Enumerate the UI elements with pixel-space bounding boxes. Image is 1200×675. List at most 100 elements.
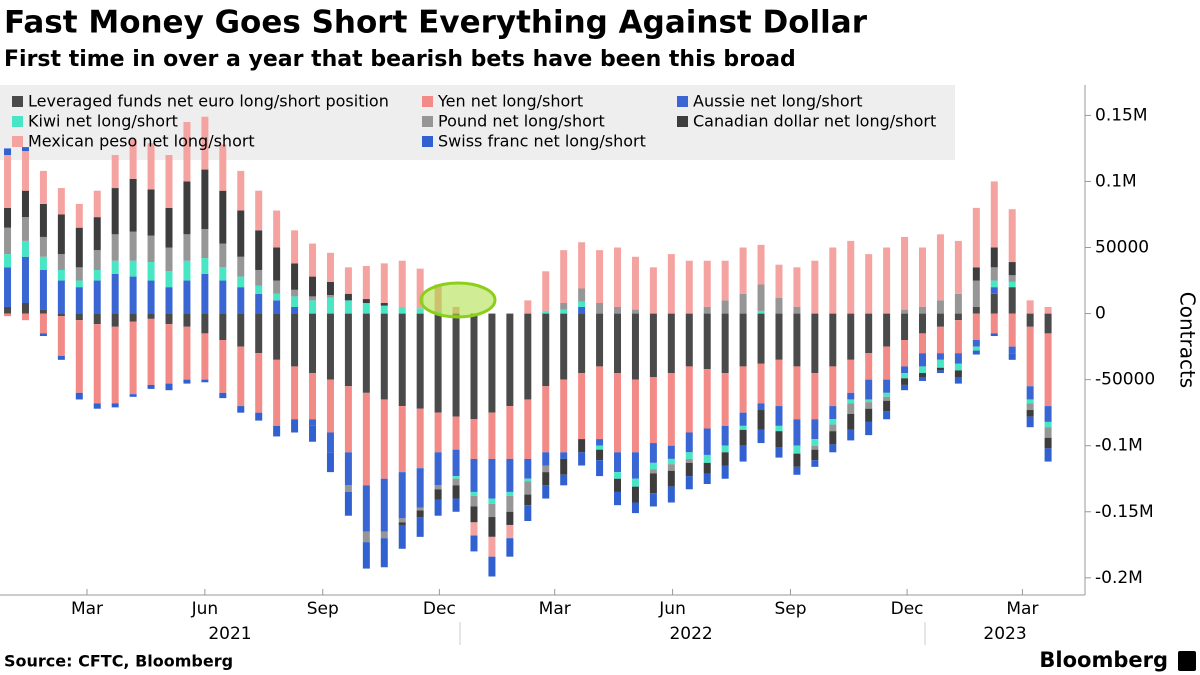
bar-segment bbox=[972, 340, 980, 347]
bar-segment bbox=[237, 256, 245, 277]
bar-segment bbox=[291, 419, 299, 433]
bar-segment bbox=[93, 190, 101, 218]
bar-segment bbox=[936, 234, 944, 301]
bar-segment bbox=[39, 309, 47, 314]
bar-segment bbox=[829, 247, 837, 314]
bar-segment bbox=[901, 313, 909, 340]
bar-segment bbox=[721, 373, 729, 426]
legend-swatch bbox=[422, 96, 433, 107]
bar-segment bbox=[990, 313, 998, 334]
bar-segment bbox=[488, 517, 496, 537]
bar-segment bbox=[757, 244, 765, 285]
bar-segment bbox=[129, 276, 137, 314]
bar-segment bbox=[936, 326, 944, 354]
bar-segment bbox=[757, 310, 765, 314]
bar-segment bbox=[165, 271, 173, 288]
bar-segment bbox=[362, 531, 370, 543]
y-tick-label: -50000 bbox=[1095, 370, 1155, 390]
bar-segment bbox=[147, 384, 155, 389]
bar-segment bbox=[1026, 386, 1034, 400]
bar-segment bbox=[649, 313, 657, 377]
bar-segment bbox=[398, 518, 406, 523]
bar-segment bbox=[452, 478, 460, 486]
bar-segment bbox=[237, 346, 245, 407]
bar-segment bbox=[775, 447, 783, 458]
bar-segment bbox=[578, 373, 586, 440]
bar-segment bbox=[793, 306, 801, 314]
bar-segment bbox=[757, 363, 765, 404]
legend-swatch bbox=[677, 96, 688, 107]
bar-segment bbox=[793, 267, 801, 307]
bar-segment bbox=[721, 313, 729, 374]
bar-segment bbox=[416, 468, 424, 508]
bar-segment bbox=[219, 243, 227, 268]
bar-segment bbox=[506, 458, 514, 492]
bar-segment bbox=[614, 313, 622, 374]
bar-segment bbox=[919, 247, 927, 307]
bar-segment bbox=[811, 419, 819, 440]
bar-segment bbox=[470, 506, 478, 523]
bar-segment bbox=[344, 300, 352, 314]
bar-segment bbox=[883, 396, 891, 401]
bar-segment bbox=[560, 309, 568, 314]
bar-segment bbox=[237, 210, 245, 257]
bar-segment bbox=[21, 313, 29, 321]
legend-label: Canadian dollar net long/short bbox=[693, 112, 936, 131]
bar-segment bbox=[147, 235, 155, 263]
bar-segment bbox=[631, 256, 639, 310]
bar-segment bbox=[972, 350, 980, 355]
bar-segment bbox=[309, 243, 317, 277]
bar-segment bbox=[739, 247, 747, 294]
bar-segment bbox=[954, 293, 962, 314]
bar-segment bbox=[685, 462, 693, 477]
bar-segment bbox=[434, 412, 442, 453]
bar-segment bbox=[75, 267, 83, 281]
bar-segment bbox=[452, 449, 460, 477]
bar-segment bbox=[183, 234, 191, 261]
bar-segment bbox=[237, 170, 245, 211]
legend-label: Mexican peso net long/short bbox=[28, 132, 255, 151]
bar-segment bbox=[380, 313, 388, 400]
bar-segment bbox=[649, 443, 657, 463]
bar-segment bbox=[111, 273, 119, 314]
bar-segment bbox=[721, 452, 729, 466]
bar-segment bbox=[829, 424, 837, 432]
bar-segment bbox=[452, 485, 460, 499]
legend-swatch bbox=[677, 116, 688, 127]
bar-segment bbox=[919, 333, 927, 354]
bar-segment bbox=[578, 242, 586, 289]
bar-segment bbox=[703, 473, 711, 485]
bar-segment bbox=[506, 524, 514, 539]
bar-segment bbox=[775, 297, 783, 314]
bar-segment bbox=[847, 359, 855, 393]
bar-segment bbox=[703, 306, 711, 314]
bar-segment bbox=[847, 429, 855, 441]
highlight-ellipse bbox=[419, 281, 497, 319]
bar-segment bbox=[255, 285, 263, 294]
bar-segment bbox=[793, 313, 801, 367]
bar-segment bbox=[165, 247, 173, 272]
bar-segment bbox=[147, 280, 155, 314]
bar-segment bbox=[596, 439, 604, 446]
bar-segment bbox=[703, 260, 711, 307]
bar-segment bbox=[291, 296, 299, 307]
bar-segment bbox=[1026, 399, 1034, 404]
bar-segment bbox=[649, 376, 657, 444]
bar-segment bbox=[811, 460, 819, 467]
bar-segment bbox=[667, 464, 675, 471]
bar-segment bbox=[596, 250, 604, 304]
bar-segment bbox=[39, 333, 47, 337]
bar-segment bbox=[111, 155, 119, 189]
bar-segment bbox=[1026, 300, 1034, 314]
bar-segment bbox=[954, 320, 962, 354]
bar-segment bbox=[434, 313, 442, 413]
bar-segment bbox=[326, 313, 334, 380]
x-tick-label: Dec bbox=[891, 599, 924, 619]
bar-segment bbox=[362, 303, 370, 314]
bar-segment bbox=[273, 359, 281, 426]
bar-segment bbox=[649, 493, 657, 507]
bar-segment bbox=[721, 300, 729, 314]
bar-segment bbox=[309, 313, 317, 374]
bar-segment bbox=[757, 284, 765, 311]
